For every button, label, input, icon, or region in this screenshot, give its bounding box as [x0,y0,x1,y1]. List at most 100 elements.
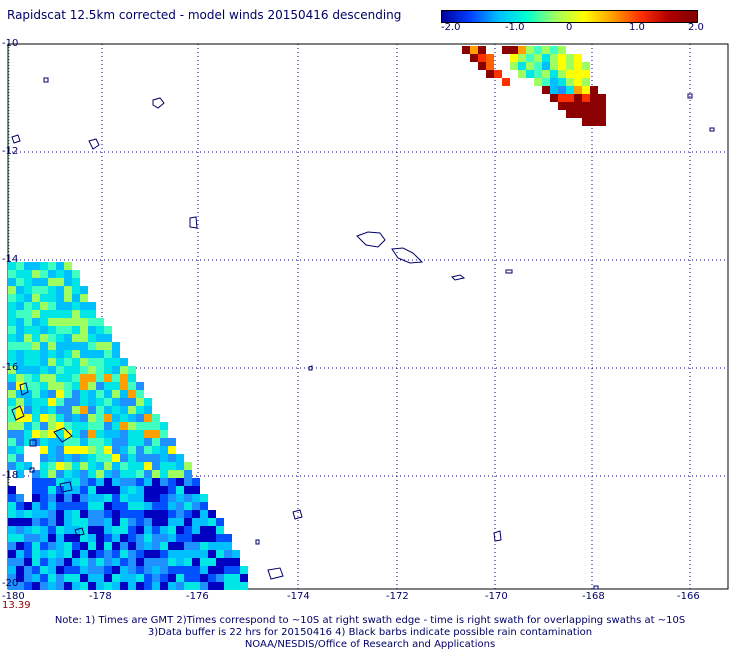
swath-cell [192,478,200,486]
swath-cell [136,406,144,414]
swath-cell [510,46,518,54]
swath-cell [72,302,80,310]
swath-cell [88,582,96,590]
swath-cell [24,422,32,430]
swath-cell [200,534,208,542]
island-tonga-3 [59,481,73,493]
swath-cell [550,54,558,62]
swath-cell [16,470,24,478]
swath-cell [590,86,598,94]
swath-cell [104,542,112,550]
swath-cell [152,414,160,422]
swath-cell [176,534,184,542]
swath-cell [24,566,32,574]
swath-cell [160,518,168,526]
swath-cell [566,94,574,102]
swath-cell [80,558,88,566]
swath-cell [574,78,582,86]
swath-cell [80,454,88,462]
swath-cell [72,454,80,462]
swath-cell [96,494,104,502]
swath-cell [96,542,104,550]
swath-cell [168,502,176,510]
swath-cell [80,390,88,398]
swath-cell [96,350,104,358]
swath-cell [48,550,56,558]
swath-cell [24,390,32,398]
swath-cell [144,422,152,430]
swath-cell [72,366,80,374]
swath-cell [208,550,216,558]
swath-cell [48,366,56,374]
island-west-3 [11,405,25,421]
swath-cell [8,398,16,406]
swath-cell [48,278,56,286]
swath-cell [64,510,72,518]
swath-cell [32,374,40,382]
swath-cell [16,526,24,534]
swath-cell [96,414,104,422]
swath-cell [88,342,96,350]
swath-cell [128,430,136,438]
swath-cell [128,470,136,478]
island-tonga-2 [29,439,37,447]
swath-cell [80,310,88,318]
swath-cell [128,382,136,390]
swath-cell [64,414,72,422]
swath-cell [32,430,40,438]
swath-cell [96,430,104,438]
swath-cell [112,414,120,422]
swath-cell [216,518,224,526]
swath-cell [582,78,590,86]
swath-cell [136,414,144,422]
swath-cell [96,390,104,398]
swath-cell [40,374,48,382]
swath-cell [24,518,32,526]
swath-cell [184,566,192,574]
swath-cell [64,342,72,350]
swath-cell [160,422,168,430]
swath-cell [112,558,120,566]
swath-cell [64,566,72,574]
swath-cell [168,494,176,502]
island-niue [493,530,502,542]
lat-label-6: -20 [2,578,19,589]
swath-cell [24,510,32,518]
swath-cell [8,454,16,462]
swath-cell [32,366,40,374]
swath-cell [40,358,48,366]
swath-cell [96,470,104,478]
swath-cell [32,486,40,494]
swath-cell [542,62,550,70]
swath-cell [64,558,72,566]
swath-cell [112,462,120,470]
swath-cell [56,334,64,342]
swath-cell [56,318,64,326]
swath-cell [24,430,32,438]
swath-cell [120,502,128,510]
swath-cell [32,526,40,534]
swath-cell [16,422,24,430]
swath-cell [192,534,200,542]
swath-cell [8,526,16,534]
swath-cell [16,310,24,318]
swath-cell [112,470,120,478]
swath-cell [112,446,120,454]
swath-cell [144,494,152,502]
swath-cell [144,486,152,494]
swath-cell [120,558,128,566]
swath-cell [32,350,40,358]
swath-cell [144,454,152,462]
swath-cell [40,486,48,494]
swath-cell [184,574,192,582]
swath-cell [128,558,136,566]
swath-cell [24,286,32,294]
swath-cell [184,510,192,518]
swath-cell [56,270,64,278]
swath-cell [48,326,56,334]
swath-cell [48,390,56,398]
swath-cell [48,310,56,318]
swath-cell [550,62,558,70]
swath-cell [128,494,136,502]
swath-cell [32,542,40,550]
